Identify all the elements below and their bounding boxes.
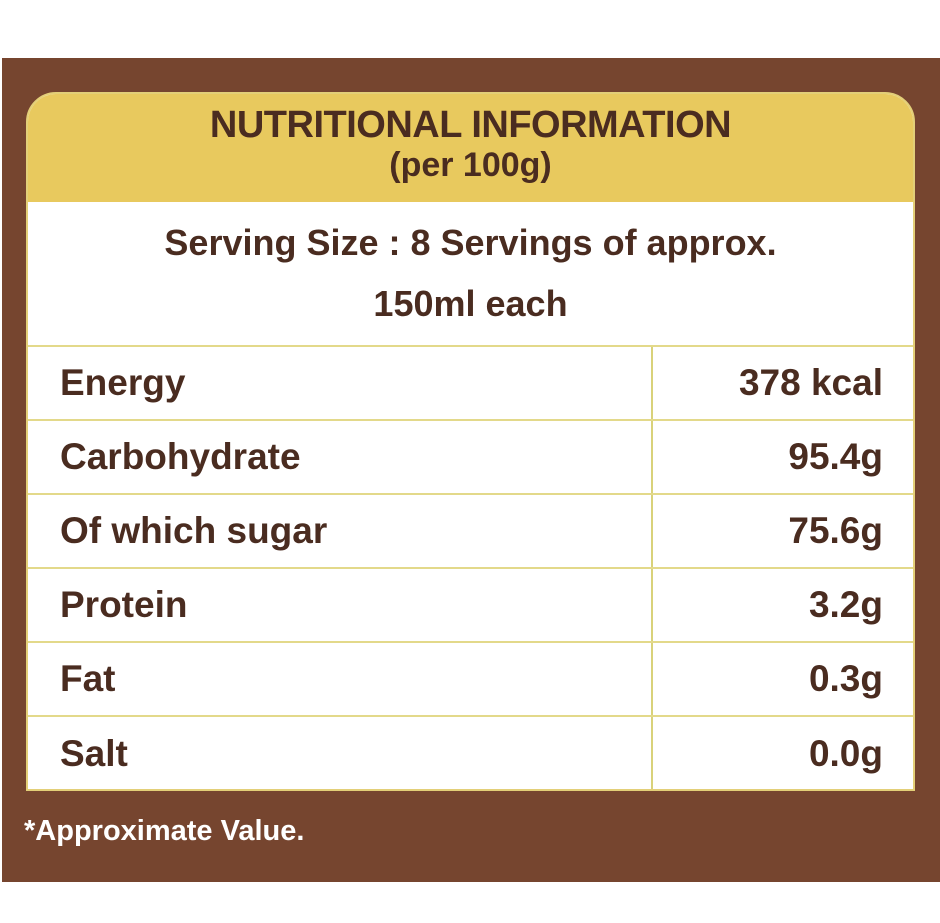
nutrient-name: Protein <box>28 569 653 641</box>
table-row: Protein 3.2g <box>28 569 913 643</box>
serving-line-1: Serving Size : 8 Servings of approx. <box>164 222 777 263</box>
table-header: NUTRITIONAL INFORMATION (per 100g) <box>28 94 913 202</box>
table-row: Salt 0.0g <box>28 717 913 789</box>
table-subtitle: (per 100g) <box>389 146 552 184</box>
table-row: Carbohydrate 95.4g <box>28 421 913 495</box>
table-row: Energy 378 kcal <box>28 347 913 421</box>
serving-size: Serving Size : 8 Servings of approx. 150… <box>28 202 913 347</box>
serving-line-2: 150ml each <box>373 283 568 324</box>
nutrient-name: Of which sugar <box>28 495 653 567</box>
table-row: Of which sugar 75.6g <box>28 495 913 569</box>
nutrient-name: Carbohydrate <box>28 421 653 493</box>
table-title: NUTRITIONAL INFORMATION <box>209 104 732 146</box>
nutrient-value: 3.2g <box>808 584 883 625</box>
nutrition-table: NUTRITIONAL INFORMATION (per 100g) Servi… <box>26 92 915 791</box>
nutrient-value: 95.4g <box>788 436 883 477</box>
nutrient-value: 378 kcal <box>738 362 883 403</box>
nutrient-value: 0.0g <box>808 733 883 774</box>
nutrient-name: Energy <box>28 347 653 419</box>
nutrient-value: 0.3g <box>808 658 883 699</box>
table-row: Fat 0.3g <box>28 643 913 717</box>
nutrient-name: Salt <box>28 717 653 789</box>
nutrient-value: 75.6g <box>788 510 883 551</box>
nutrient-name: Fat <box>28 643 653 715</box>
footnote: *Approximate Value. <box>24 815 305 847</box>
